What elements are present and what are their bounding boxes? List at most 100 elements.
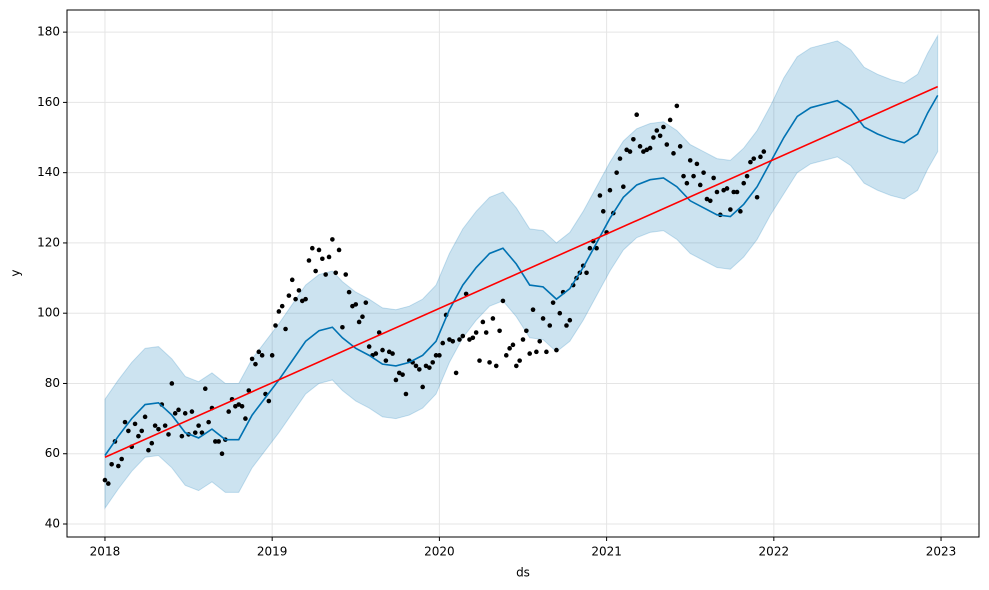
observation (544, 349, 549, 355)
observation (296, 288, 302, 293)
observation (667, 117, 673, 123)
observation (534, 349, 539, 355)
observation (253, 361, 258, 367)
observation (537, 339, 543, 344)
observation (320, 256, 325, 262)
observation (293, 296, 298, 302)
observation (661, 124, 666, 130)
observation (126, 428, 131, 434)
observation (741, 180, 747, 186)
observation (246, 388, 252, 393)
observation (303, 296, 308, 302)
observation (697, 182, 703, 188)
observation (400, 372, 405, 377)
observation (356, 319, 362, 325)
observation (707, 198, 713, 204)
observation (243, 416, 248, 421)
observation (219, 451, 225, 457)
observation (460, 333, 466, 339)
observation (430, 360, 436, 365)
observation (627, 149, 633, 154)
observation (420, 384, 425, 390)
observation (162, 423, 168, 428)
observation (166, 432, 171, 437)
y-tick-label: 80 (45, 376, 60, 390)
observation (637, 144, 643, 149)
observation (674, 103, 680, 109)
observation (116, 463, 121, 469)
observation (182, 411, 188, 416)
observation (192, 430, 198, 435)
observation (691, 173, 696, 179)
observation (557, 310, 563, 316)
observation (724, 186, 730, 191)
observation (450, 339, 456, 344)
observation (654, 128, 660, 133)
observation (744, 173, 750, 179)
observation (206, 419, 211, 425)
observation (136, 433, 141, 439)
observation (316, 247, 322, 253)
observation (514, 363, 519, 369)
observation (734, 189, 740, 195)
observation (687, 158, 693, 163)
observation (761, 149, 767, 154)
observation (597, 193, 603, 198)
observation (380, 347, 385, 353)
observation (427, 365, 432, 370)
observation (102, 477, 108, 483)
observation (470, 335, 476, 341)
observation (530, 307, 536, 312)
y-tick-label: 60 (45, 446, 60, 460)
observation (617, 156, 623, 161)
observation (196, 423, 201, 428)
observation (564, 323, 569, 328)
observation (149, 440, 155, 446)
y-tick-label: 160 (37, 95, 60, 109)
observation (199, 430, 205, 435)
observation (587, 245, 593, 251)
x-tick-label: 2021 (591, 545, 622, 559)
observation (373, 351, 379, 356)
observation (259, 353, 265, 358)
observation (487, 360, 492, 365)
observation (366, 344, 372, 349)
observation (310, 245, 315, 251)
plot-frame (66, 9, 980, 538)
x-tick-label: 2020 (424, 545, 455, 559)
observation (276, 309, 282, 314)
observation (437, 353, 442, 358)
observation (607, 187, 613, 193)
observation (657, 133, 663, 139)
observation (493, 363, 499, 369)
observation (403, 391, 409, 397)
observation (728, 207, 733, 212)
line (104, 85, 939, 458)
observation (473, 330, 479, 335)
observation (336, 247, 342, 253)
observation (503, 353, 509, 358)
observation (594, 245, 599, 251)
observation (634, 112, 640, 117)
observation (477, 358, 482, 363)
observation (463, 291, 469, 297)
observation (122, 419, 128, 425)
observation (273, 323, 278, 328)
observation (323, 272, 328, 277)
observation (139, 428, 145, 434)
observation (340, 324, 345, 330)
observation (664, 142, 670, 147)
observation (132, 421, 138, 427)
observation (614, 170, 619, 175)
y-axis-label: y (9, 269, 23, 276)
observation (213, 439, 218, 444)
observation (440, 340, 446, 346)
x-tick-label: 2019 (257, 545, 288, 559)
observation (226, 409, 231, 414)
observation (313, 268, 318, 274)
y-tick-label: 140 (37, 165, 60, 179)
observation (677, 144, 683, 149)
observation (694, 161, 700, 167)
observation (326, 254, 332, 260)
observation (453, 370, 459, 376)
